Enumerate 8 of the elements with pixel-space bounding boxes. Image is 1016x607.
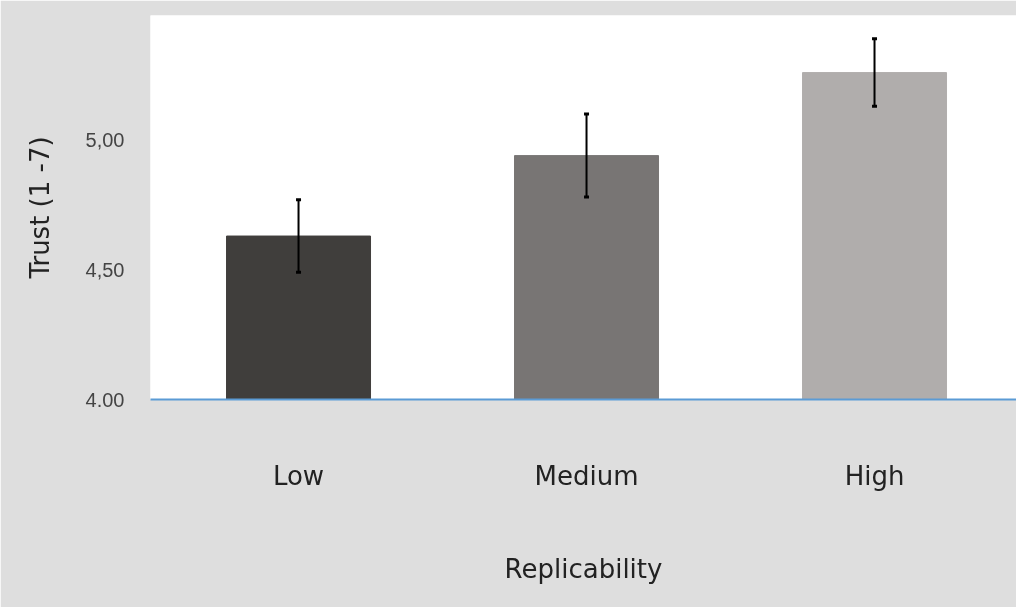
y-tick-label: 4,50 (85, 258, 125, 281)
x-axis-title: Replicability (504, 553, 663, 584)
x-tick-label: High (844, 460, 905, 491)
x-tick-label: Low (272, 460, 325, 491)
y-tick-label: 4.00 (85, 388, 125, 411)
x-tick-label: Medium (534, 460, 639, 491)
y-tick-label: 5,00 (85, 129, 125, 152)
y-axis-title: Trust (1 -7) (24, 136, 55, 280)
